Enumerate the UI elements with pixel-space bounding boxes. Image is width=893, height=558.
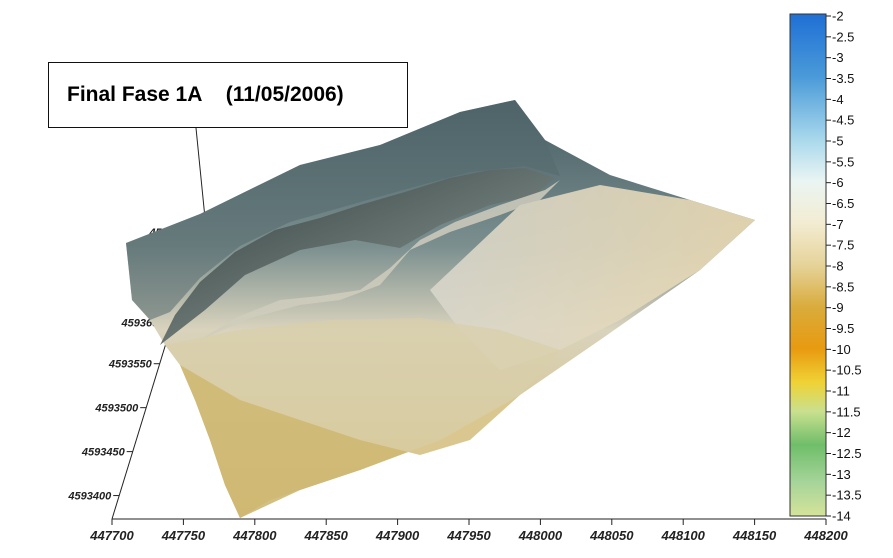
colorbar-label: -9	[832, 300, 844, 315]
colorbar-label: -12.5	[832, 446, 862, 461]
colorbar-label: -2	[832, 9, 844, 24]
x-tick-label: 447850	[304, 528, 349, 543]
colorbar-label: -11.5	[832, 404, 861, 419]
x-tick-label: 447900	[375, 528, 420, 543]
colorbar-label: -8	[832, 259, 844, 274]
x-tick-label: 448050	[589, 528, 634, 543]
pit-depression	[160, 168, 555, 345]
colorbar-label: -14	[832, 509, 851, 524]
colorbar-label: -4	[832, 92, 844, 107]
y-tick-label: 4593400	[67, 491, 112, 503]
y-tick-label: 4593500	[94, 403, 139, 415]
colorbar-label: -11	[832, 384, 850, 399]
x-tick-label: 448150	[732, 528, 777, 543]
y-tick-label: 4593450	[81, 447, 126, 459]
x-tick-label: 447750	[161, 528, 206, 543]
terrain-surface	[126, 100, 755, 518]
x-tick-label: 447950	[446, 528, 491, 543]
surface-front-edge	[180, 365, 520, 518]
colorbar-label: -5	[832, 134, 844, 149]
chart-title: Final Fase 1A	[67, 83, 203, 106]
chart-title-box: Final Fase 1A (11/05/2006)	[48, 62, 408, 128]
x-tick-label: 448100	[661, 528, 706, 543]
colorbar-gradient	[789, 13, 827, 517]
x-tick-label: 448200	[803, 528, 848, 543]
colorbar-label: -3	[832, 50, 844, 65]
colorbar-labels: -2 -2.5 -3 -3.5 -4 -4.5 -5 -5.5 -6 -6.5 -7 -7.5 -8 -8…	[826, 9, 862, 524]
colorbar-label: -10.5	[832, 363, 862, 378]
colorbar-label: -3.5	[832, 71, 854, 86]
chart-title-date: (11/05/2006)	[225, 83, 344, 106]
colorbar-label: -6	[832, 175, 844, 190]
surface-upper-wall	[126, 100, 560, 320]
colorbar-label: -2.5	[832, 29, 854, 44]
colorbar-label: -13.5	[832, 488, 862, 503]
colorbar-label: -13	[832, 467, 851, 482]
x-axis-ticks: 447700 447750 447800 447850 447900 447950 4480…	[89, 519, 848, 543]
colorbar-label: -6.5	[832, 196, 854, 211]
pit-inner-rim	[200, 180, 560, 340]
y-tick-label: 4593550	[108, 359, 153, 371]
colorbar-label: -9.5	[832, 321, 854, 336]
x-tick-label: 447700	[89, 528, 134, 543]
colorbar-label: -7	[832, 217, 844, 232]
colorbar-label: -7.5	[832, 238, 854, 253]
colorbar: -2 -2.5 -3 -3.5 -4 -4.5 -5 -5.5 -6 -6.5 -7 -7.5 -8 -8…	[789, 9, 862, 524]
x-tick-label: 447800	[232, 528, 277, 543]
colorbar-label: -5.5	[832, 154, 854, 169]
colorbar-label: -10	[832, 342, 851, 357]
x-tick-label: 448000	[518, 528, 563, 543]
title-leader-line	[195, 127, 207, 229]
colorbar-label: -8.5	[832, 279, 854, 294]
colorbar-label: -4.5	[832, 113, 854, 128]
colorbar-label: -12	[832, 425, 851, 440]
surface-right-shelf	[430, 185, 755, 370]
